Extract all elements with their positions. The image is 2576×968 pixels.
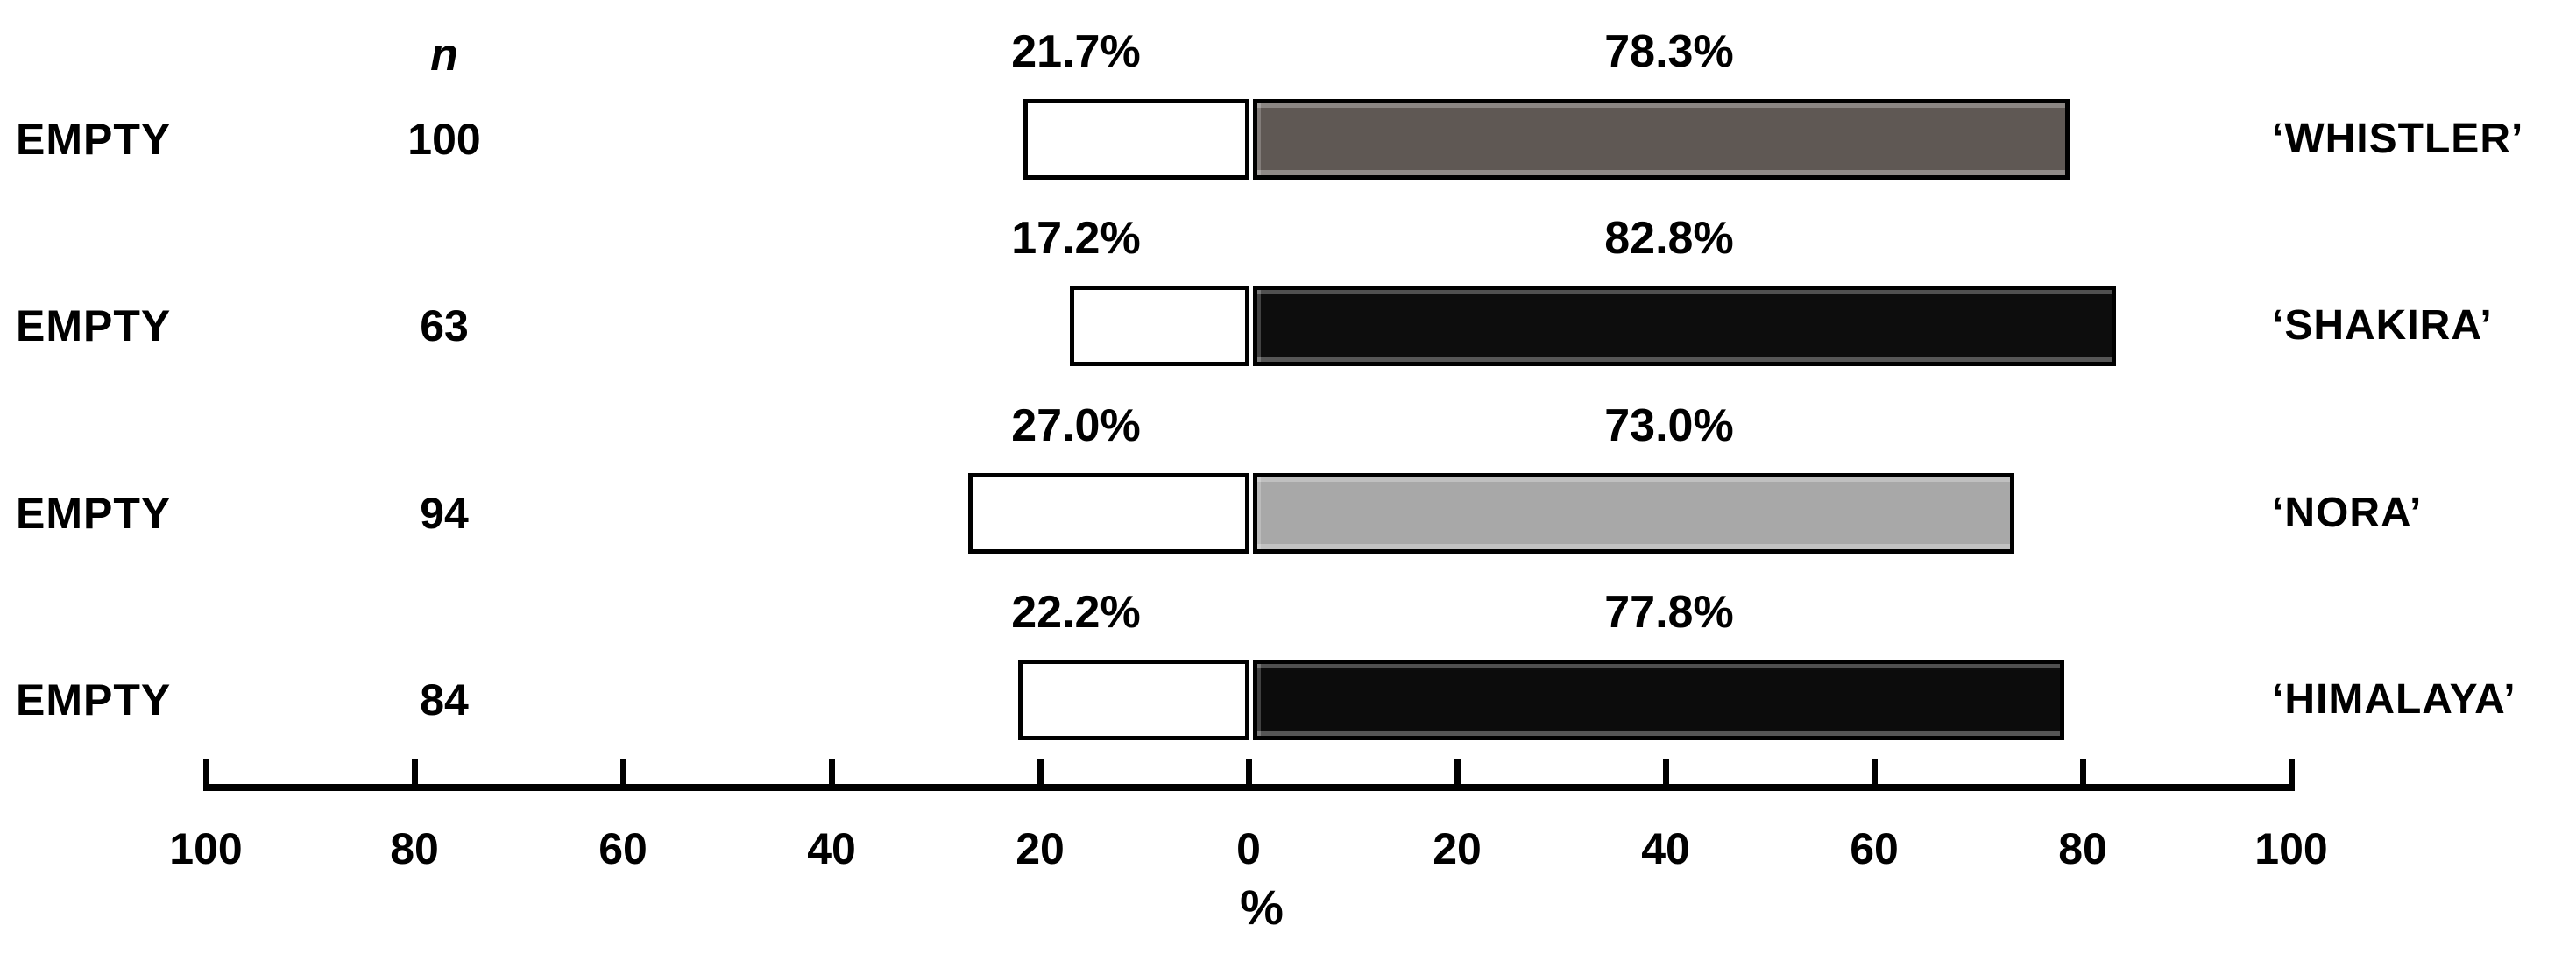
row-n-value: 94 (420, 489, 469, 538)
left-white-bar (1018, 660, 1249, 740)
row-n-value: 84 (420, 675, 469, 724)
x-axis-tick-label: 80 (390, 824, 439, 873)
right-value-bar (1253, 660, 2064, 740)
row-label-empty: EMPTY (16, 115, 172, 164)
x-axis-tick-mark (203, 759, 209, 791)
row-label-empty: EMPTY (16, 675, 172, 724)
x-axis-tick-mark (829, 759, 835, 791)
left-white-bar (968, 473, 1249, 554)
x-axis-tick-label: 0 (1236, 824, 1261, 873)
right-percent-label: 77.8% (1604, 587, 1734, 638)
right-percent-label: 73.0% (1604, 400, 1734, 451)
row-label-empty: EMPTY (16, 489, 172, 538)
x-axis-tick-label: 40 (807, 824, 856, 873)
x-axis-tick-label: 60 (1850, 824, 1899, 873)
left-white-bar (1023, 99, 1249, 180)
x-axis-tick-label: 80 (2058, 824, 2107, 873)
left-percent-label: 21.7% (1011, 26, 1141, 77)
right-value-bar (1253, 473, 2014, 554)
x-axis-tick-mark (412, 759, 418, 791)
x-axis-tick-mark (1246, 759, 1252, 791)
x-axis-tick-mark (2080, 759, 2086, 791)
row-name-label: ‘NORA’ (2272, 490, 2423, 536)
n-column-header: n (430, 30, 458, 81)
x-axis-tick-mark (620, 759, 626, 791)
row-name-label: ‘HIMALAYA’ (2272, 676, 2516, 723)
right-value-bar (1253, 99, 2070, 180)
row-name-label: ‘SHAKIRA’ (2272, 302, 2493, 349)
x-axis-tick-mark (2289, 759, 2295, 791)
left-percent-label: 22.2% (1011, 587, 1141, 638)
row-name-label: ‘WHISTLER’ (2272, 116, 2524, 162)
x-axis-tick-label: 100 (2254, 824, 2328, 873)
x-axis-title: % (1240, 880, 1284, 935)
row-label-empty: EMPTY (16, 301, 172, 350)
x-axis-tick-mark (1663, 759, 1669, 791)
x-axis-tick-label: 100 (169, 824, 243, 873)
left-percent-label: 27.0% (1011, 400, 1141, 451)
row-n-value: 63 (420, 301, 469, 350)
right-percent-label: 78.3% (1604, 26, 1734, 77)
left-percent-label: 17.2% (1011, 213, 1141, 264)
x-axis-tick-label: 20 (1433, 824, 1482, 873)
x-axis-tick-mark (1037, 759, 1044, 791)
x-axis-tick-label: 40 (1641, 824, 1690, 873)
left-white-bar (1070, 286, 1249, 366)
x-axis-tick-label: 20 (1016, 824, 1065, 873)
row-n-value: 100 (407, 115, 481, 164)
right-percent-label: 82.8% (1604, 213, 1734, 264)
x-axis-tick-label: 60 (598, 824, 648, 873)
x-axis-tick-mark (1872, 759, 1878, 791)
x-axis-tick-mark (1454, 759, 1461, 791)
right-value-bar (1253, 286, 2116, 366)
